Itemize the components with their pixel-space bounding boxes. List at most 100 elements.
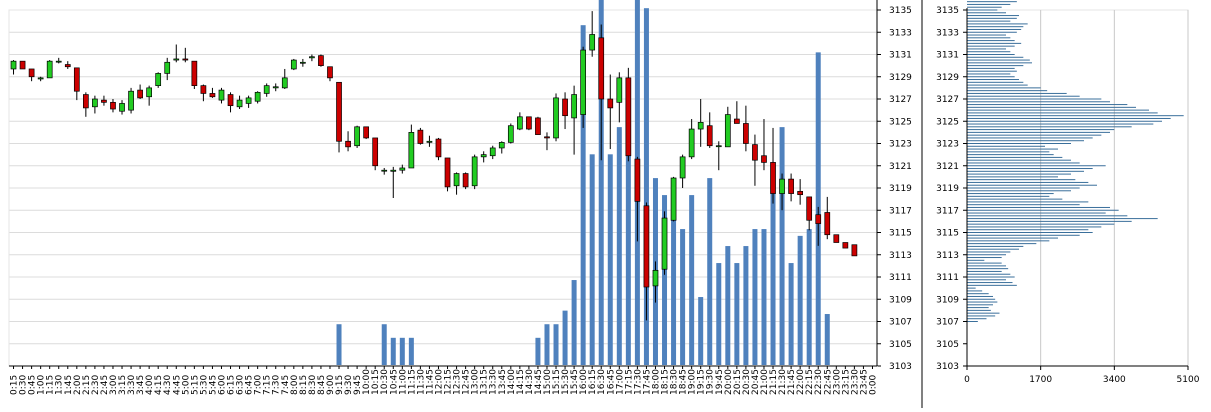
profile-bar <box>967 104 1128 106</box>
profile-bar <box>967 173 1071 175</box>
candle <box>110 99 116 113</box>
profile-y-tick-label: 3131 <box>936 51 959 61</box>
time-tick-label: 8:30 <box>308 375 318 395</box>
candle <box>345 131 351 152</box>
candle-body-down <box>327 66 333 79</box>
time-tick-label: 14:30 <box>525 369 535 395</box>
time-tick-label: 22:30 <box>814 369 824 395</box>
candle <box>498 141 505 154</box>
candle-body-up <box>489 147 496 157</box>
profile-y-tick-label: 3103 <box>936 362 959 372</box>
time-tick-label: 3:00 <box>109 375 119 395</box>
candle-body-up <box>498 142 505 149</box>
profile-bar <box>967 92 1067 94</box>
time-tick-label: 18:30 <box>670 369 680 395</box>
price-tick-label: 3103 <box>889 362 912 372</box>
candle <box>634 156 641 242</box>
time-tick-label: 22:45 <box>823 369 833 395</box>
time-tick-label: 12:45 <box>462 369 472 395</box>
profile-bar <box>967 126 1132 128</box>
time-tick-label: 13:00 <box>471 369 481 395</box>
candle-body-up <box>218 89 225 101</box>
profile-bar <box>967 257 1002 259</box>
volume-bar <box>752 229 758 365</box>
profile-bar <box>967 131 1110 133</box>
candle-body-down <box>815 214 822 224</box>
profile-bar <box>967 90 1048 92</box>
time-tick-label: 2:15 <box>82 375 92 395</box>
volume-profile-chart: 0 1700 3400 5100 3103 3105 3107 3109 3111 3113 311… <box>936 1 1200 385</box>
profile-bar <box>967 151 1050 153</box>
candle <box>281 68 288 89</box>
candle <box>372 137 379 171</box>
candle <box>734 101 740 124</box>
time-tick-label: 5:00 <box>181 375 191 395</box>
profile-bar <box>967 179 1076 181</box>
profile-bar <box>967 87 1041 89</box>
candle-body-down <box>444 157 451 188</box>
time-tick-label: 10:45 <box>389 369 399 395</box>
time-tick-label: 13:45 <box>498 369 508 395</box>
volume-bar <box>580 25 586 365</box>
time-tick-label: 15:30 <box>561 369 571 395</box>
profile-y-tick-label: 3109 <box>936 295 959 305</box>
price-tick-label: 3129 <box>889 73 912 83</box>
profile-x-tick-label: 1700 <box>1029 375 1052 385</box>
profile-bar <box>967 187 1080 189</box>
profile-bar <box>967 309 991 311</box>
candle <box>652 261 659 303</box>
candle-body-up <box>589 34 596 51</box>
profile-bar <box>967 95 1080 97</box>
profile-bar <box>967 73 1011 75</box>
candle <box>46 60 53 79</box>
time-tick-label: 16:30 <box>597 369 607 395</box>
candle <box>318 54 324 67</box>
candle <box>607 74 614 150</box>
time-tick-label: 4:15 <box>154 375 164 395</box>
time-tick-label: 10:15 <box>371 369 381 395</box>
profile-bar <box>967 276 1015 278</box>
price-tick-label: 3121 <box>889 162 912 172</box>
profile-bar <box>967 81 1024 83</box>
candle-body-up <box>46 60 53 79</box>
profile-bar <box>967 301 998 303</box>
candle-body-down <box>64 64 71 68</box>
candle-body-up <box>390 169 397 172</box>
profile-bar <box>967 67 1015 69</box>
profile-bar <box>967 23 1028 25</box>
profile-bar <box>967 270 1002 272</box>
candle <box>779 173 785 211</box>
candle-body-up <box>724 114 731 148</box>
volume-bar <box>770 178 776 365</box>
profile-bar <box>967 223 1115 225</box>
candle-body-up <box>670 177 677 221</box>
profile-bar <box>967 268 1009 270</box>
candle-body-up <box>480 154 487 158</box>
profile-y-tick-label: 3127 <box>936 95 959 105</box>
candle-body-down <box>83 94 89 109</box>
candle <box>254 91 261 104</box>
volume-bar <box>643 8 649 365</box>
candle <box>200 84 207 102</box>
profile-bar <box>967 42 1022 44</box>
candle-body-up <box>408 132 415 169</box>
price-tick-label: 3133 <box>889 28 912 38</box>
candle-body-down <box>824 212 831 236</box>
candle <box>209 87 216 98</box>
candle <box>670 176 677 222</box>
time-tick-label: 17:00 <box>615 369 625 395</box>
profile-bar <box>967 193 1054 195</box>
profile-bar <box>967 20 1011 22</box>
time-tick-label: 19:45 <box>715 369 725 395</box>
candle <box>589 11 596 57</box>
price-tick-label: 3123 <box>889 140 912 150</box>
time-tick-label: 18:00 <box>651 369 661 395</box>
candle-body-down <box>318 55 324 66</box>
profile-y-tick-label: 3117 <box>936 206 959 216</box>
price-tick-label: 3127 <box>889 95 912 105</box>
time-tick-label: 20:15 <box>733 369 743 395</box>
candle-body-down <box>336 81 342 142</box>
candle-body-up <box>715 145 722 148</box>
candle <box>706 112 713 148</box>
candle <box>128 87 134 114</box>
